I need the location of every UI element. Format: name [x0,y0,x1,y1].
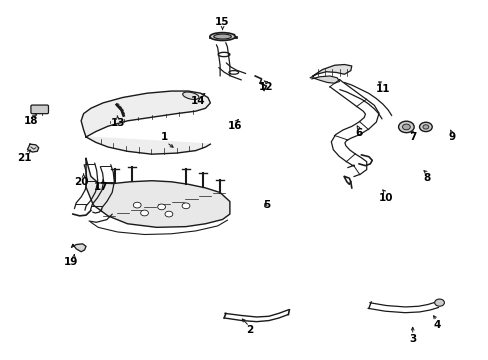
Circle shape [158,204,165,210]
Text: 18: 18 [23,116,38,126]
Text: 3: 3 [408,333,415,343]
Circle shape [164,211,172,217]
Text: 12: 12 [259,82,273,92]
Circle shape [434,299,444,306]
Text: 4: 4 [432,320,440,330]
Polygon shape [81,91,210,154]
Text: 14: 14 [190,96,205,106]
Text: 11: 11 [375,84,390,94]
Text: 9: 9 [447,132,454,142]
Text: 2: 2 [245,325,252,335]
Circle shape [422,125,428,129]
Text: 8: 8 [423,173,430,183]
Text: 20: 20 [74,177,88,187]
Ellipse shape [209,33,235,41]
Circle shape [141,210,148,216]
Text: 16: 16 [227,121,242,131]
Text: 15: 15 [215,17,229,27]
Polygon shape [311,76,339,83]
Ellipse shape [213,34,231,39]
Text: 10: 10 [378,193,392,203]
Text: 5: 5 [262,200,269,210]
Polygon shape [86,158,229,227]
Text: 1: 1 [160,132,167,142]
Circle shape [402,124,409,130]
Circle shape [182,203,189,209]
Circle shape [419,122,431,132]
Text: 6: 6 [355,129,362,138]
Text: 13: 13 [110,118,125,128]
Ellipse shape [183,92,199,99]
Text: 17: 17 [93,182,108,192]
Text: 7: 7 [408,132,416,142]
Polygon shape [310,64,351,78]
Text: 19: 19 [64,257,79,267]
Polygon shape [71,244,86,252]
Polygon shape [27,144,39,152]
Text: 21: 21 [17,153,31,163]
Circle shape [398,121,413,133]
FancyBboxPatch shape [31,105,48,114]
Circle shape [133,202,141,208]
